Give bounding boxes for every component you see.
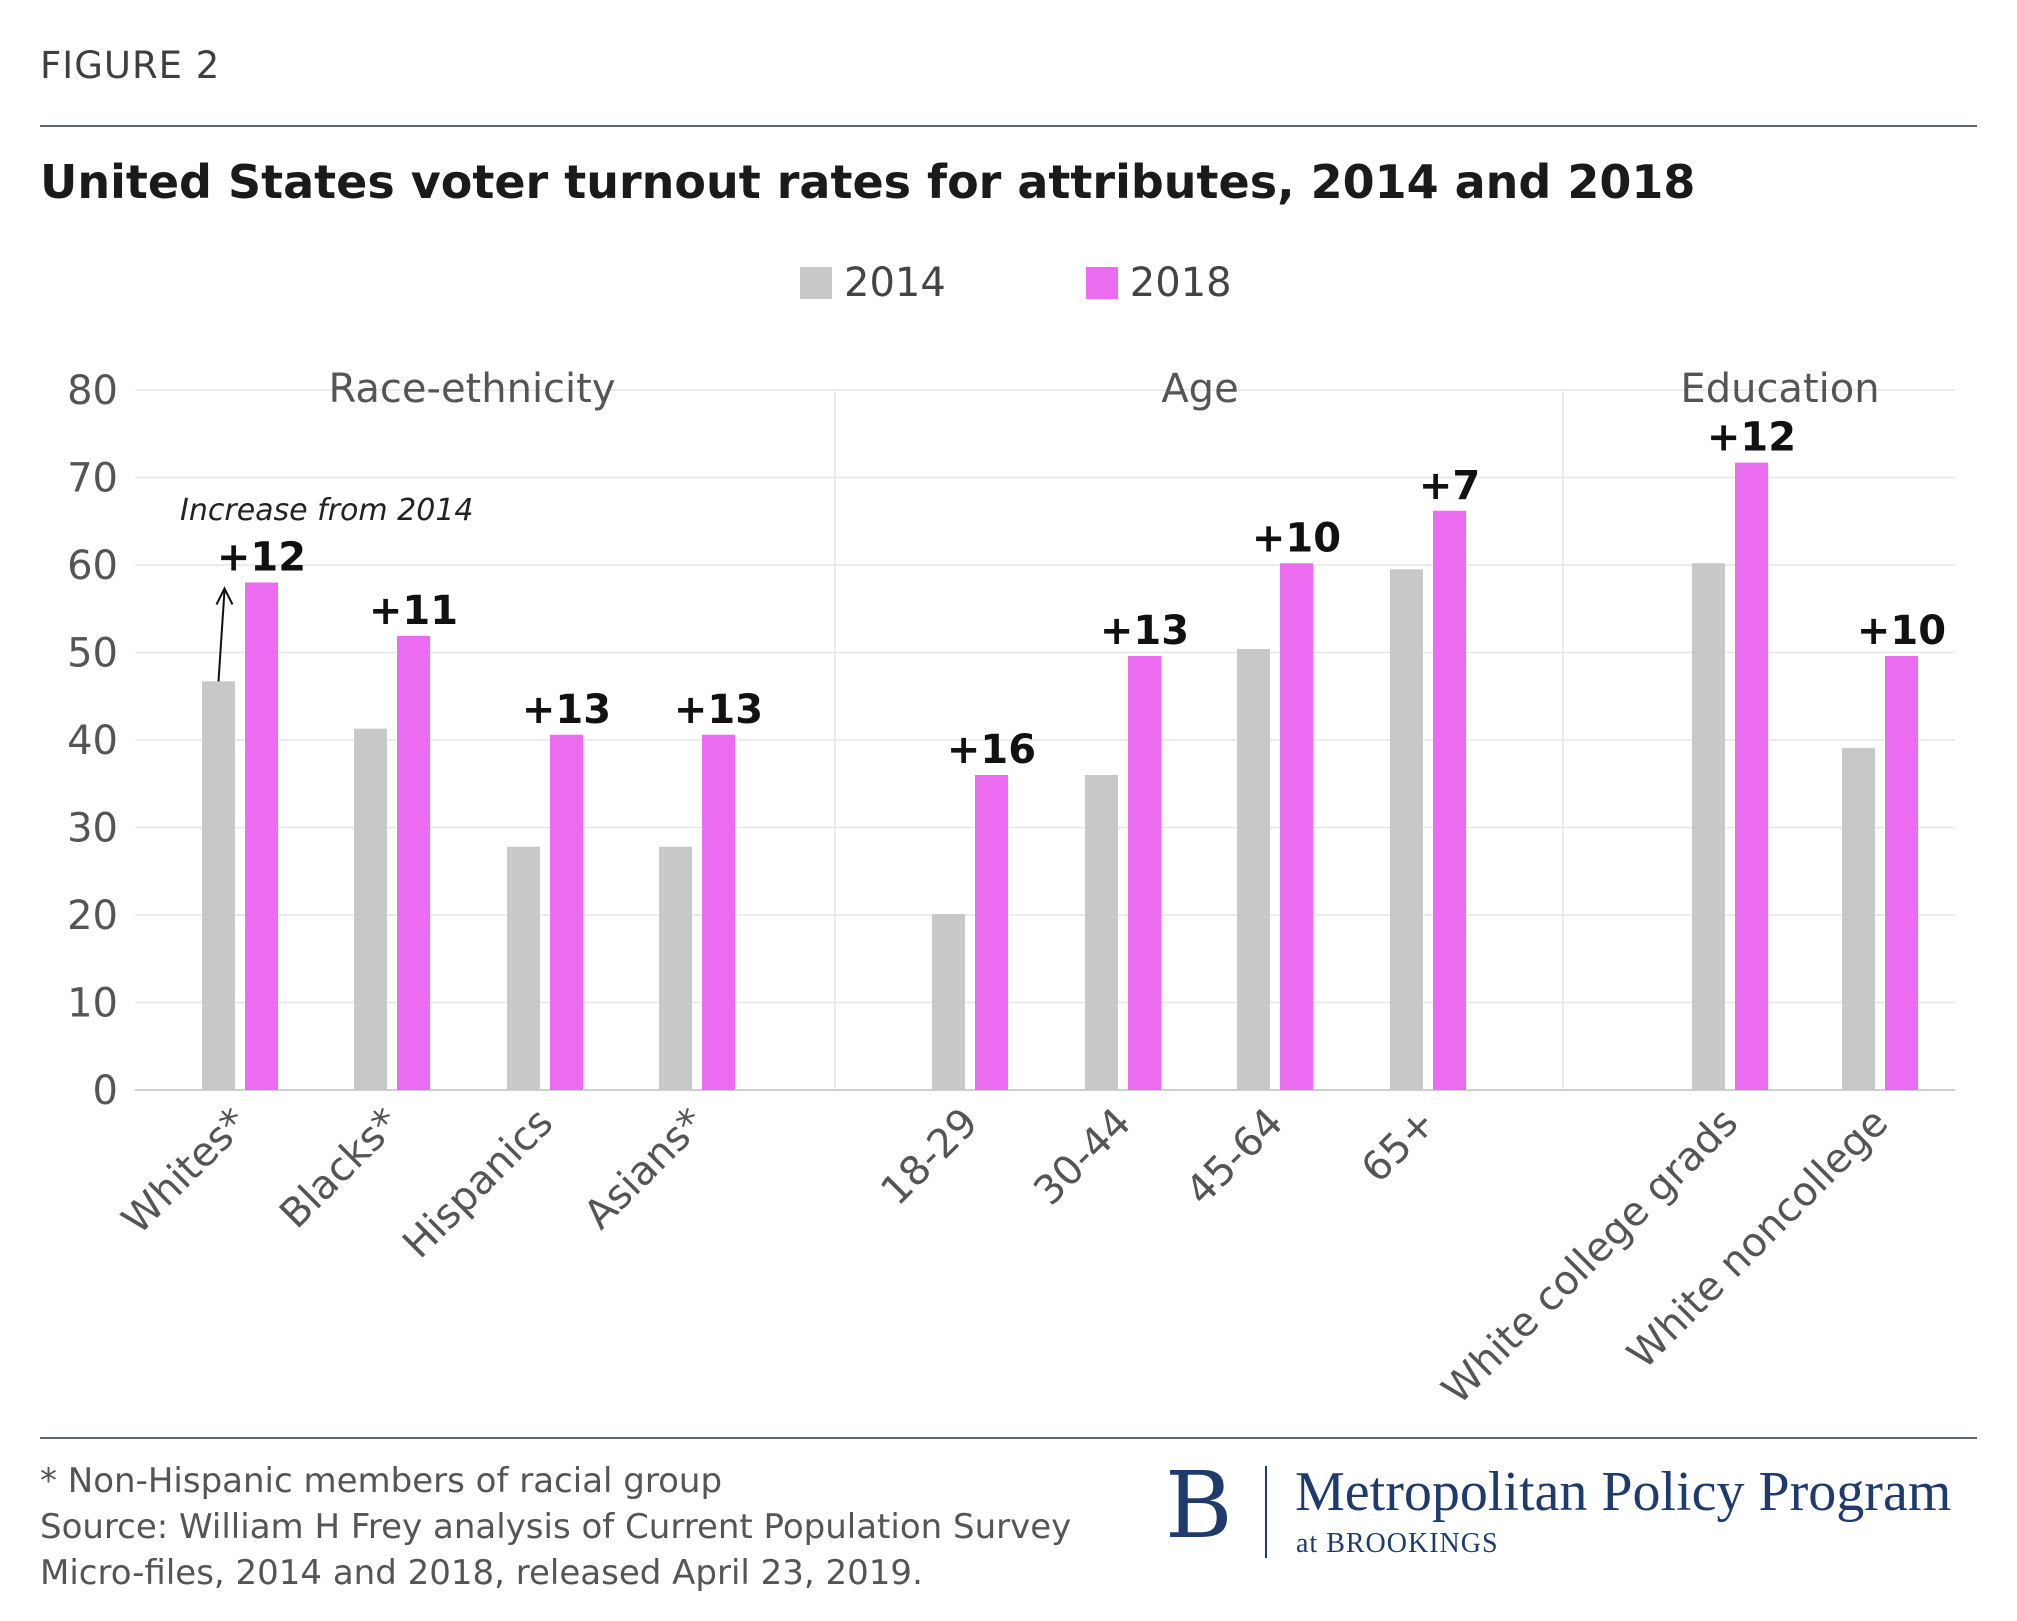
bar-2018	[245, 582, 278, 1090]
y-tick-label: 30	[67, 806, 118, 852]
bar-2014	[1390, 569, 1423, 1090]
bar-2014	[1842, 747, 1875, 1090]
data-label: +16	[947, 727, 1036, 773]
legend-item-2014: 2014	[800, 260, 946, 306]
bar-2014	[202, 681, 235, 1090]
bar-2018	[397, 635, 430, 1090]
data-label: +13	[1100, 608, 1189, 654]
legend: 2014 2018	[800, 260, 1372, 306]
legend-swatch-2018	[1085, 267, 1118, 299]
data-label: +10	[1252, 515, 1341, 561]
y-tick-label: 60	[67, 543, 118, 589]
bar-2014	[1692, 563, 1725, 1090]
bar-2014	[507, 846, 540, 1090]
y-tick-label: 20	[67, 893, 118, 939]
brookings-logo: B	[1165, 1452, 1233, 1559]
category-label: 65+	[1353, 1100, 1445, 1192]
data-label: +11	[369, 588, 458, 634]
category-label: Whites*	[113, 1100, 257, 1244]
y-tick-label: 80	[67, 368, 118, 414]
y-tick-label: 0	[93, 1068, 118, 1114]
footnote-source-2: Micro-files, 2014 and 2018, released Apr…	[40, 1553, 923, 1593]
category-label: White noncollege	[1619, 1100, 1897, 1378]
category-label: 18-29	[872, 1100, 987, 1215]
bar-2018	[1885, 656, 1918, 1090]
chart-title: United States voter turnout rates for at…	[40, 155, 1696, 209]
category-label: Blacks*	[271, 1100, 409, 1238]
footnote: * Non-Hispanic members of racial group S…	[40, 1458, 1071, 1596]
bar-2018	[1735, 462, 1768, 1090]
brand-name: Metropolitan Policy Program	[1295, 1461, 1952, 1523]
annotation-arrow	[217, 590, 226, 682]
brand-sub: at BROOKINGS	[1296, 1528, 1499, 1559]
bar-2014	[932, 914, 965, 1090]
group-title: Age	[1161, 366, 1238, 412]
bar-chart: 0 10 20 30 40 50 60 70 80 Race-ethnicity Age Educat…	[67, 366, 1955, 1400]
annotation-text: Increase from 2014	[180, 493, 474, 528]
y-tick-label: 40	[67, 718, 118, 764]
bar-2014	[1237, 649, 1270, 1090]
category-label: Asians*	[575, 1100, 714, 1239]
annotation-arrowhead	[215, 586, 234, 605]
legend-item-2018: 2018	[1085, 260, 1232, 306]
bar-2014	[354, 728, 387, 1090]
group-title: Race-ethnicity	[328, 366, 615, 412]
legend-label-2014: 2014	[844, 260, 946, 306]
bottom-rule	[40, 1437, 1977, 1439]
footnote-note: * Non-Hispanic members of racial group	[40, 1461, 723, 1501]
data-label: +10	[1857, 608, 1946, 654]
data-label: +7	[1419, 463, 1480, 509]
category-label: 30-44	[1025, 1100, 1140, 1215]
legend-label-2018: 2018	[1129, 260, 1232, 306]
bar-2018	[702, 734, 735, 1090]
category-label: 45-64	[1177, 1100, 1292, 1215]
category-label: Hispanics	[394, 1100, 562, 1268]
brookings-brand: B Metropolitan Policy Program at BROOKIN…	[1165, 1452, 1995, 1568]
footnote-source-1: Source: William H Frey analysis of Curre…	[40, 1507, 1072, 1547]
group-title: Education	[1680, 366, 1879, 412]
brand-divider	[1265, 1466, 1267, 1558]
bar-2018	[1433, 510, 1466, 1090]
bar-2014	[659, 846, 692, 1090]
figure-label: FIGURE 2	[40, 44, 221, 87]
y-tick-label: 70	[67, 456, 118, 502]
bar-2018	[550, 734, 583, 1090]
top-rule	[40, 125, 1977, 127]
bar-2014	[1085, 775, 1118, 1090]
data-label: +12	[217, 535, 306, 581]
bar-2018	[1280, 563, 1313, 1090]
y-tick-label: 10	[67, 981, 118, 1027]
data-label: +13	[674, 687, 763, 733]
category-label: White college grads	[1433, 1100, 1747, 1400]
data-label: +13	[522, 687, 611, 733]
data-label: +12	[1707, 415, 1796, 461]
bar-2018	[975, 775, 1008, 1090]
bar-2018	[1128, 656, 1161, 1090]
legend-swatch-2014	[800, 267, 832, 299]
y-tick-label: 50	[67, 631, 118, 677]
